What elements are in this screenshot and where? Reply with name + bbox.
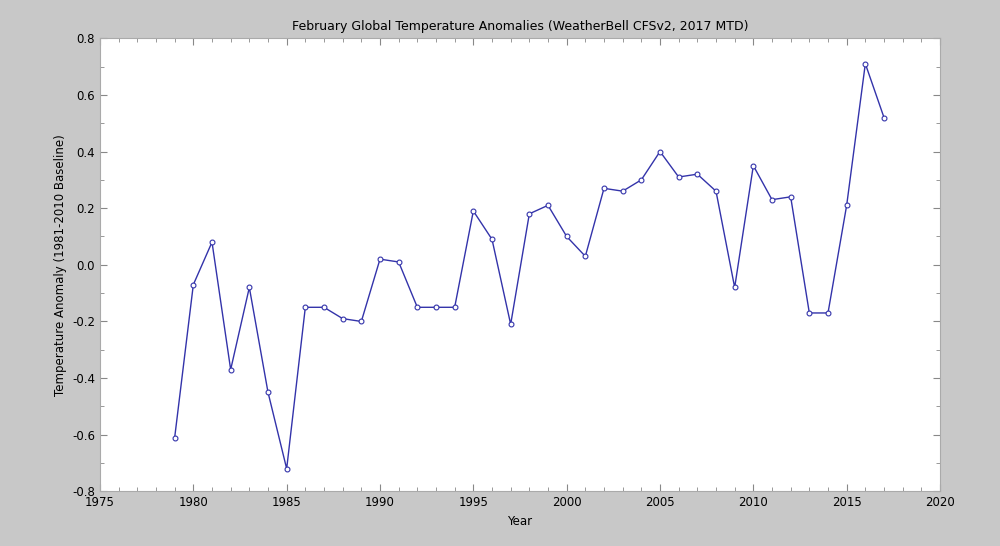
Title: February Global Temperature Anomalies (WeatherBell CFSv2, 2017 MTD): February Global Temperature Anomalies (W…: [292, 20, 748, 33]
Y-axis label: Temperature Anomaly (1981-2010 Baseline): Temperature Anomaly (1981-2010 Baseline): [54, 134, 67, 396]
X-axis label: Year: Year: [507, 515, 533, 528]
